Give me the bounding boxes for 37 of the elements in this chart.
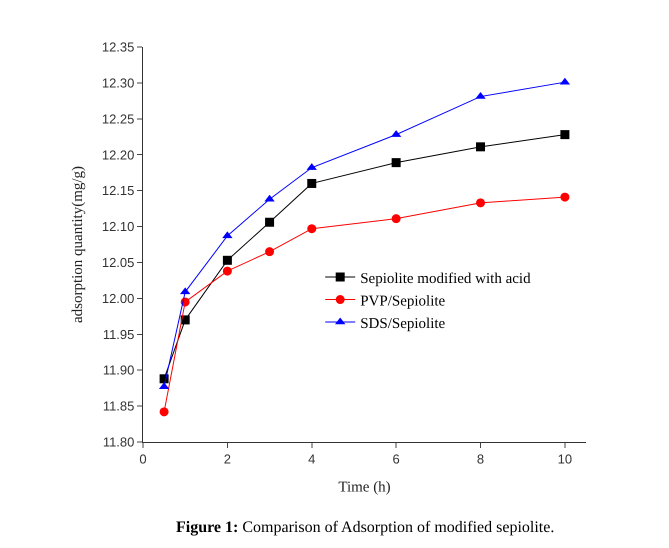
point <box>392 214 401 224</box>
y-tick-label: 12.25 <box>102 111 134 126</box>
point <box>307 224 316 234</box>
point <box>160 407 169 416</box>
legend-label: Sepiolite modified with acid <box>360 270 532 287</box>
y-tick-label: 12.15 <box>102 183 134 198</box>
legend-label: SDS/Sepiolite <box>360 316 446 332</box>
y-tick-label: 11.90 <box>102 362 134 378</box>
x-tick-label: 2 <box>224 452 231 467</box>
y-tick-label: 12.00 <box>102 290 134 306</box>
point <box>560 192 570 202</box>
legend-label: PVP/Sepiolite <box>360 293 446 310</box>
x-tick-label: 10 <box>558 452 572 467</box>
point <box>307 178 316 188</box>
x-axis-title: Time (h) <box>338 480 391 496</box>
x-tick-label: 6 <box>392 452 400 467</box>
y-tick-label: 12.35 <box>102 40 134 55</box>
point <box>222 266 232 276</box>
point <box>222 256 232 265</box>
point <box>265 218 274 227</box>
y-tick-label: 12.20 <box>102 147 134 162</box>
y-axis-title: adsorption quantity(mg/g) <box>70 166 86 324</box>
point <box>476 142 486 152</box>
point <box>560 130 570 140</box>
x-tick-label: 4 <box>308 452 316 467</box>
y-tick-label: 12.05 <box>102 255 134 270</box>
point <box>265 247 274 256</box>
y-tick-label: 11.95 <box>102 326 134 342</box>
y-tick-label: 11.85 <box>102 398 134 414</box>
point <box>392 158 401 168</box>
y-tick-label: 12.30 <box>102 75 134 90</box>
y-tick-label: 12.10 <box>102 219 134 234</box>
text: Figure 1: Comparison of Adsorption of modified sepiolite. <box>176 519 554 536</box>
y-tick-label: 11.80 <box>102 434 134 450</box>
x-tick-label: 8 <box>476 452 484 467</box>
point <box>476 198 486 208</box>
x-tick-label: 0 <box>139 452 147 467</box>
